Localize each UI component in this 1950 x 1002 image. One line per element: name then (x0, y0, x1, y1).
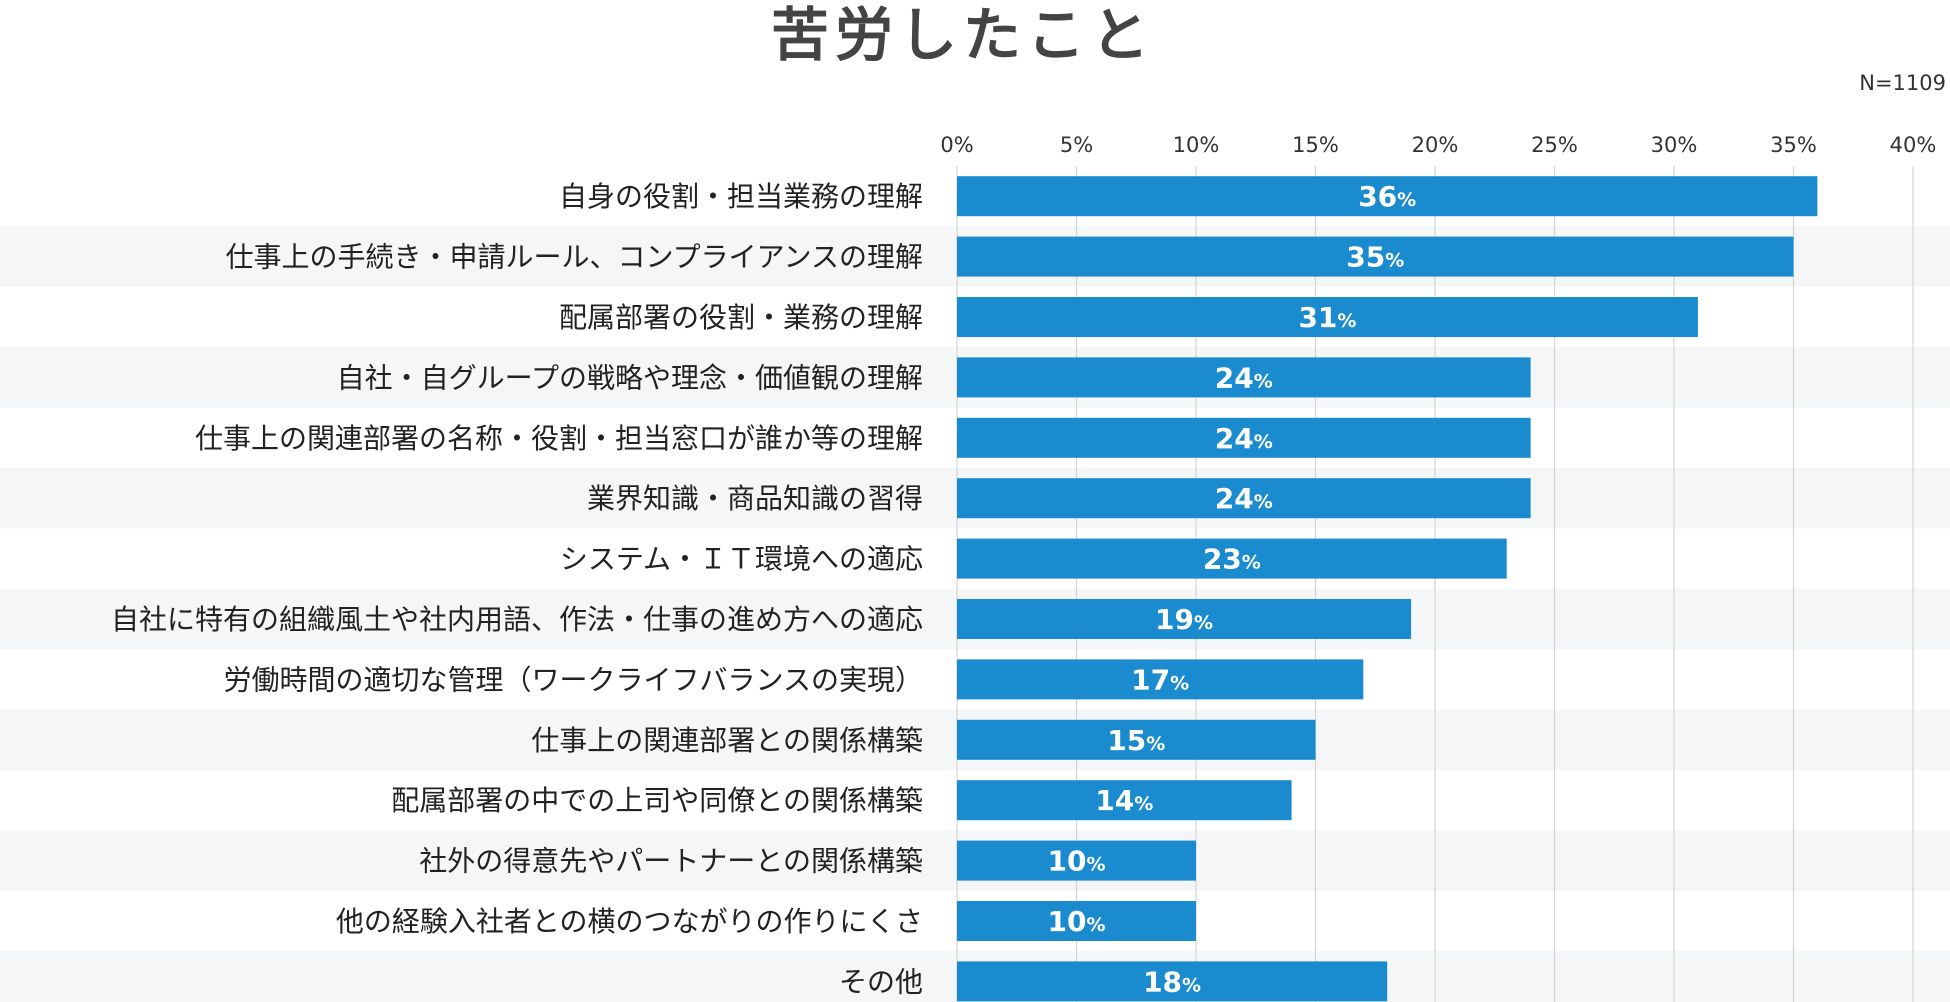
data-label: 36% (1358, 180, 1416, 213)
x-tick-label: 25% (1531, 133, 1578, 157)
x-tick-label: 10% (1173, 133, 1220, 157)
x-axis-ticks: 0% 5% 10% 15% 20% 25% 30% 35% 40% (940, 133, 1936, 157)
data-label: 24% (1215, 361, 1273, 394)
data-label: 31% (1298, 301, 1356, 334)
bars: 36% 35% 31% 24% 24% 24% 23% 19% 17% 15% 14% 10% 10% 1… (957, 176, 1818, 1002)
bar (957, 719, 1316, 760)
data-label: 10% (1047, 905, 1105, 938)
data-label: 24% (1215, 422, 1273, 455)
category-label: システム・ＩＴ環境への適応 (560, 543, 923, 576)
data-label: 24% (1215, 482, 1273, 515)
data-label: 14% (1095, 784, 1153, 817)
category-label: 業界知識・商品知識の習得 (587, 482, 923, 515)
bar (957, 357, 1531, 398)
category-label: 仕事上の関連部署の名称・役割・担当窓口が誰か等の理解 (195, 422, 923, 455)
bar (957, 176, 1818, 217)
category-label: 配属部署の役割・業務の理解 (559, 301, 923, 334)
category-label: 自社に特有の組織風土や社内用語、作法・仕事の進め方への適応 (111, 603, 923, 636)
x-tick-label: 30% (1651, 133, 1698, 157)
bar (957, 599, 1412, 639)
bar (957, 417, 1531, 458)
category-label: 他の経験入社者との横のつながりの作りにくさ (336, 905, 923, 938)
category-label: 自社・自グループの戦略や理念・価値観の理解 (337, 361, 923, 394)
x-tick-label: 35% (1770, 133, 1817, 157)
bar (957, 901, 1196, 941)
x-tick-label: 40% (1890, 133, 1937, 157)
category-label: 労働時間の適切な管理（ワークライフバランスの実現） (224, 663, 923, 696)
category-label: 仕事上の関連部署との関係構築 (531, 724, 923, 757)
bar (957, 961, 1388, 1002)
data-label: 35% (1346, 241, 1404, 274)
bar (957, 659, 1364, 700)
bar (957, 840, 1196, 881)
data-label: 17% (1131, 663, 1189, 696)
bar (957, 478, 1531, 519)
data-label: 10% (1047, 845, 1105, 878)
data-label: 15% (1107, 724, 1165, 757)
data-label: 19% (1155, 603, 1213, 636)
x-tick-label: 5% (1060, 133, 1093, 157)
bar (957, 236, 1794, 277)
category-label: 仕事上の手続き・申請ルール、コンプライアンスの理解 (226, 241, 923, 274)
bar (957, 538, 1507, 579)
x-tick-label: 15% (1292, 133, 1339, 157)
data-label: 23% (1203, 543, 1261, 576)
data-label: 18% (1143, 965, 1201, 998)
bar (957, 297, 1698, 337)
x-tick-label: 20% (1412, 133, 1459, 157)
bar (957, 780, 1292, 821)
category-label: 社外の得意先やパートナーとの関係構築 (419, 845, 923, 878)
sample-size-note: N=1109 (1859, 71, 1946, 95)
category-label: 配属部署の中での上司や同僚との関係構築 (391, 784, 923, 817)
category-labels: 自身の役割・担当業務の理解仕事上の手続き・申請ルール、コンプライアンスの理解配属… (111, 180, 923, 998)
category-label: その他 (839, 965, 923, 998)
category-label: 自身の役割・担当業務の理解 (559, 180, 923, 213)
x-tick-label: 0% (940, 133, 973, 157)
chart-title: 苦労したこと (771, 1, 1155, 69)
